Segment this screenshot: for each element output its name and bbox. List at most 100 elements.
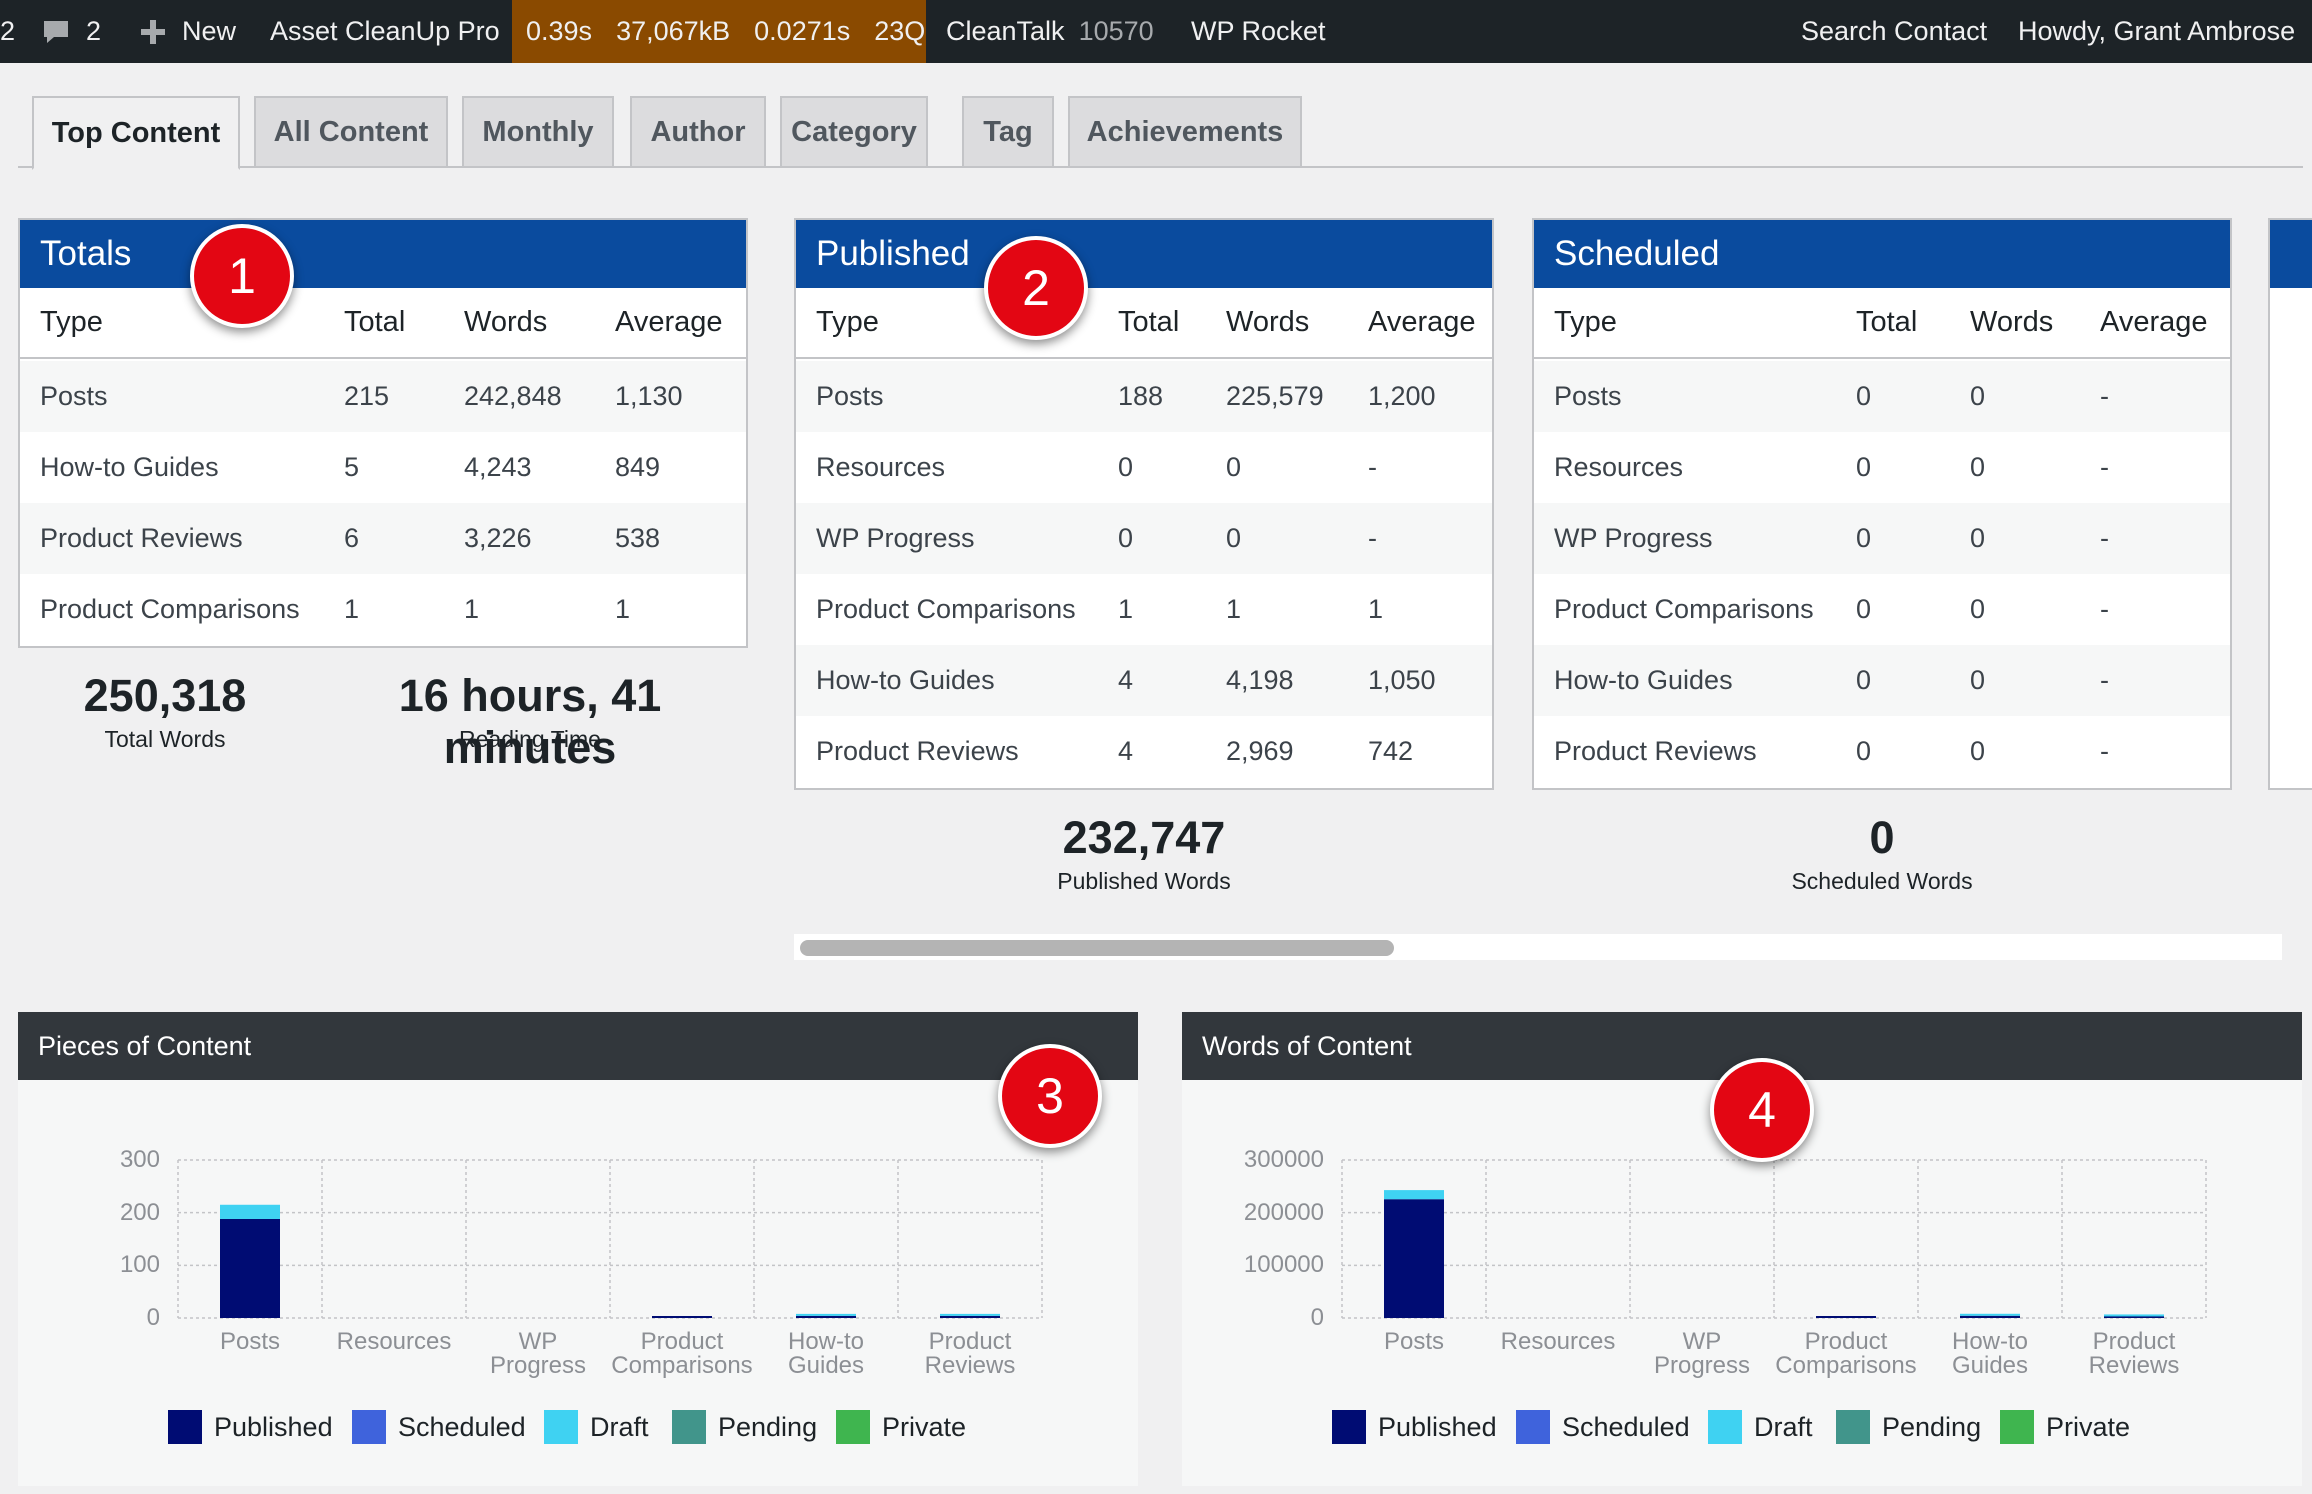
reading-time-value: 16 hours, 41 minutes	[398, 670, 662, 773]
scheduled-words-value: 0	[1869, 812, 1895, 863]
bar-segment-published[interactable]	[220, 1218, 280, 1318]
legend-item-draft[interactable]: Draft	[544, 1410, 649, 1444]
col-type: Type	[40, 306, 103, 338]
row-average: -	[2100, 665, 2109, 695]
tab-monthly[interactable]: Monthly	[462, 96, 614, 168]
legend-item-scheduled[interactable]: Scheduled	[352, 1410, 526, 1444]
legend-item-scheduled[interactable]: Scheduled	[1516, 1410, 1690, 1444]
y-tick-label: 0	[1310, 1304, 1324, 1331]
legend-swatch	[836, 1410, 870, 1444]
tab-category[interactable]: Category	[780, 96, 928, 168]
bar-segment-published[interactable]	[2104, 1316, 2164, 1318]
legend-label: Published	[214, 1411, 333, 1442]
row-average: -	[2100, 523, 2109, 553]
bar-segment-published[interactable]	[1816, 1316, 1876, 1318]
bar-segment-published[interactable]	[652, 1316, 712, 1318]
tab-author[interactable]: Author	[630, 96, 766, 168]
legend-swatch	[1836, 1410, 1870, 1444]
asset-cleanup-menu[interactable]: Asset CleanUp Pro	[270, 0, 500, 63]
wp-rocket-menu[interactable]: WP Rocket	[1191, 0, 1326, 63]
next-box-partial	[2268, 218, 2312, 790]
tab-all-content[interactable]: All Content	[254, 96, 448, 168]
new-content-menu[interactable]: New	[138, 0, 236, 63]
table-row: Product Reviews 0 0 -	[1534, 716, 2230, 787]
search-contact-menu[interactable]: Search Contact	[1801, 0, 1987, 63]
table-row: Product Reviews 4 2,969 742	[796, 716, 1492, 787]
row-words: 2,969	[1226, 736, 1294, 766]
admin-bar: 2 2 New Asset CleanUp Pro 0.39s 37,067kB…	[0, 0, 2312, 63]
cleantalk-menu[interactable]: CleanTalk 10570	[946, 0, 1154, 63]
y-tick-label: 0	[146, 1304, 160, 1331]
admin-bar-left-count[interactable]: 2	[0, 0, 15, 63]
bar-segment-draft[interactable]	[796, 1313, 856, 1316]
row-total: 0	[1856, 452, 1872, 482]
row-average: -	[2100, 381, 2109, 411]
row-total: 0	[1118, 523, 1134, 553]
y-tick-label: 200	[119, 1198, 160, 1226]
row-average: -	[1368, 523, 1377, 553]
bar-segment-draft[interactable]	[940, 1313, 1000, 1316]
comments-menu[interactable]: 2	[40, 0, 101, 63]
row-total: 4	[1118, 665, 1134, 695]
row-average: -	[2100, 452, 2109, 482]
legend-label: Draft	[1754, 1411, 1813, 1442]
new-label: New	[182, 16, 237, 46]
table-row: Product Comparisons 1 1 1	[20, 574, 746, 645]
legend-item-private[interactable]: Private	[2000, 1410, 2130, 1444]
bar-segment-published[interactable]	[1384, 1199, 1444, 1318]
row-type: WP Progress	[1554, 523, 1713, 553]
table-row: Product Comparisons 0 0 -	[1534, 574, 2230, 645]
y-tick-label: 100000	[1243, 1251, 1324, 1279]
table-row: How-to Guides 5 4,243 849	[20, 432, 746, 503]
legend-item-pending[interactable]: Pending	[672, 1410, 817, 1444]
qm-queries: 23Q	[874, 16, 926, 46]
user-account-menu[interactable]: Howdy, Grant Ambrose	[2018, 0, 2295, 63]
scrollbar-thumb[interactable]	[800, 940, 1394, 956]
col-type: Type	[1554, 306, 1617, 338]
y-tick-label: 200000	[1243, 1198, 1324, 1226]
y-tick-label: 100	[119, 1251, 160, 1279]
col-total: Total	[344, 306, 406, 338]
legend-swatch	[1708, 1410, 1742, 1444]
legend-swatch	[168, 1410, 202, 1444]
legend-swatch	[1332, 1410, 1366, 1444]
bar-segment-published[interactable]	[940, 1315, 1000, 1318]
query-monitor-menu[interactable]: 0.39s 37,067kB 0.0271s 23Q	[512, 0, 926, 63]
row-average: -	[1368, 452, 1377, 482]
table-row: WP Progress 0 0 -	[796, 503, 1492, 574]
legend-item-published[interactable]: Published	[168, 1410, 333, 1444]
row-total: 6	[344, 523, 360, 553]
x-tick-label: Product Reviews	[924, 1328, 1016, 1379]
bar-segment-draft[interactable]	[1384, 1190, 1444, 1200]
tab-tag[interactable]: Tag	[962, 96, 1054, 168]
row-total: 215	[344, 381, 390, 411]
pieces-chart-title: Pieces of Content	[18, 1012, 1138, 1080]
plus-icon	[141, 19, 165, 44]
row-average: 1,050	[1368, 665, 1436, 695]
bar-segment-draft[interactable]	[220, 1204, 280, 1219]
table-row: Product Reviews 6 3,226 538	[20, 503, 746, 574]
legend-item-private[interactable]: Private	[836, 1410, 966, 1444]
qm-time: 0.39s	[526, 16, 593, 46]
legend-item-pending[interactable]: Pending	[1836, 1410, 1981, 1444]
bar-segment-published[interactable]	[796, 1315, 856, 1318]
row-type: How-to Guides	[816, 665, 995, 695]
bar-segment-published[interactable]	[1960, 1315, 2020, 1318]
reading-time-label: Reading Time	[459, 726, 601, 752]
row-type: Product Reviews	[1554, 736, 1757, 766]
row-total: 0	[1856, 523, 1872, 553]
tab-achievements[interactable]: Achievements	[1068, 96, 1302, 168]
col-average: Average	[615, 306, 723, 338]
bar-segment-draft[interactable]	[2104, 1314, 2164, 1317]
totals-title: Totals	[20, 220, 746, 288]
legend-item-draft[interactable]: Draft	[1708, 1410, 1813, 1444]
bar-segment-draft[interactable]	[1960, 1313, 2020, 1316]
row-type: Posts	[816, 381, 884, 411]
legend-label: Draft	[590, 1411, 649, 1442]
tab-top-content[interactable]: Top Content	[32, 96, 240, 170]
cleantalk-count: 10570	[1078, 16, 1154, 46]
col-total: Total	[1856, 306, 1918, 338]
legend-item-published[interactable]: Published	[1332, 1410, 1497, 1444]
row-total: 1	[344, 594, 360, 624]
callout-badge-2: 2	[984, 236, 1088, 340]
